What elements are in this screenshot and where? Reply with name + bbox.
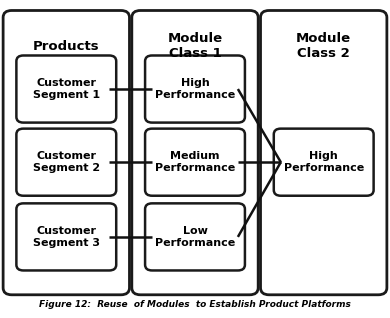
FancyBboxPatch shape — [274, 129, 374, 196]
Text: High
Performance: High Performance — [284, 151, 364, 173]
Text: Low
Performance: Low Performance — [155, 226, 235, 248]
Text: Customer
Segment 3: Customer Segment 3 — [33, 226, 100, 248]
Text: High
Performance: High Performance — [155, 78, 235, 100]
FancyBboxPatch shape — [145, 204, 245, 270]
FancyBboxPatch shape — [16, 56, 116, 123]
FancyBboxPatch shape — [16, 129, 116, 196]
Text: Module
Class 1: Module Class 1 — [167, 32, 223, 60]
Text: Figure 12:  Reuse  of Modules  to Establish Product Platforms: Figure 12: Reuse of Modules to Establish… — [39, 300, 351, 309]
Text: Products: Products — [33, 40, 99, 52]
Text: Customer
Segment 1: Customer Segment 1 — [33, 78, 100, 100]
FancyBboxPatch shape — [261, 10, 387, 295]
Text: Module
Class 2: Module Class 2 — [296, 32, 351, 60]
FancyBboxPatch shape — [132, 10, 258, 295]
FancyBboxPatch shape — [16, 204, 116, 270]
FancyBboxPatch shape — [145, 56, 245, 123]
FancyBboxPatch shape — [145, 129, 245, 196]
Text: Customer
Segment 2: Customer Segment 2 — [33, 151, 100, 173]
FancyBboxPatch shape — [3, 10, 129, 295]
Text: Medium
Performance: Medium Performance — [155, 151, 235, 173]
